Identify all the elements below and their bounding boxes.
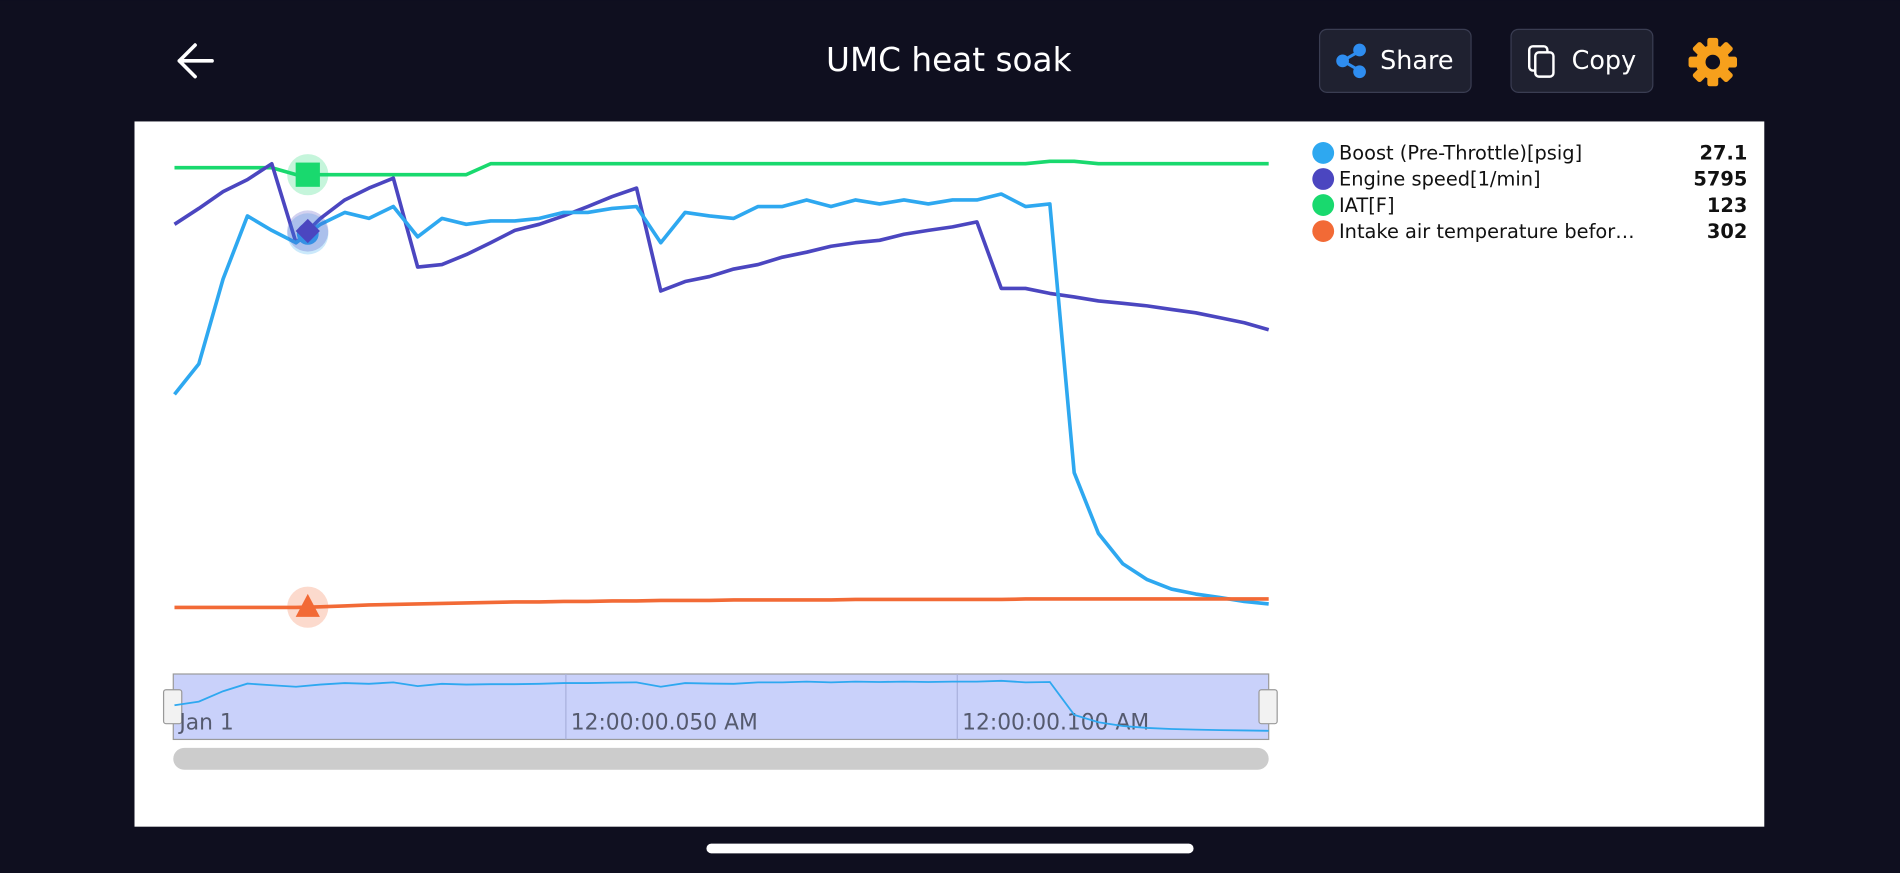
legend-label: Intake air temperature befor… xyxy=(1339,220,1635,243)
back-arrow xyxy=(177,43,214,79)
navigator-window xyxy=(172,673,1270,741)
navigator-label: 12:00:00.050 AM xyxy=(571,711,758,736)
legend-value: 27.1 xyxy=(1700,142,1748,165)
legend-item[interactable]: Intake air temperature befor… 302 xyxy=(1312,220,1747,243)
page-title: UMC heat soak xyxy=(826,41,1072,79)
back-button[interactable] xyxy=(177,43,214,79)
legend-label: IAT[F] xyxy=(1339,194,1395,217)
navigator[interactable]: Jan 1 12:00:00.050 AM 12:00:00.100 AM xyxy=(162,673,1278,741)
share-label: Share xyxy=(1380,45,1453,75)
scrollbar[interactable] xyxy=(173,747,1269,770)
legend-label: Boost (Pre-Throttle)[psig] xyxy=(1339,142,1582,165)
legend-item[interactable]: Boost (Pre-Throttle)[psig] 27.1 xyxy=(1312,142,1747,165)
legend-swatch xyxy=(1312,220,1335,243)
settings-button[interactable] xyxy=(1688,37,1738,87)
navigator-line xyxy=(174,679,1269,732)
legend-swatch xyxy=(1312,168,1335,190)
legend-item[interactable]: IAT[F] 123 xyxy=(1312,194,1747,217)
home-indicator xyxy=(706,843,1194,854)
copy-label: Copy xyxy=(1572,45,1637,75)
legend-swatch xyxy=(1312,194,1335,216)
cursor-marker xyxy=(295,162,320,187)
cursor-marker xyxy=(295,593,320,617)
navigator-handle[interactable] xyxy=(1258,689,1278,725)
gear-hole xyxy=(1705,54,1721,70)
legend-value: 302 xyxy=(1707,220,1747,243)
legend-item[interactable]: Engine speed[1/min] 5795 xyxy=(1312,168,1747,191)
share-button[interactable]: Share xyxy=(1318,28,1472,93)
share-icon xyxy=(1336,43,1366,79)
copy-icon xyxy=(1527,45,1555,78)
series-line xyxy=(173,192,1269,606)
navigator-label: Jan 1 xyxy=(177,711,233,736)
series-line xyxy=(174,597,1269,610)
legend: Boost (Pre-Throttle)[psig] 27.1 Engine spe… xyxy=(1312,142,1747,243)
legend-value: 5795 xyxy=(1693,168,1747,191)
series-line xyxy=(174,159,1269,177)
series-line xyxy=(173,161,1270,332)
navigator-handle[interactable] xyxy=(162,689,183,725)
legend-label: Engine speed[1/min] xyxy=(1339,168,1541,191)
legend-value: 123 xyxy=(1707,194,1747,217)
navigator-label: 12:00:00.100 AM xyxy=(962,711,1149,736)
legend-swatch xyxy=(1312,142,1335,164)
copy-button[interactable]: Copy xyxy=(1510,28,1654,93)
plot xyxy=(173,154,1270,628)
